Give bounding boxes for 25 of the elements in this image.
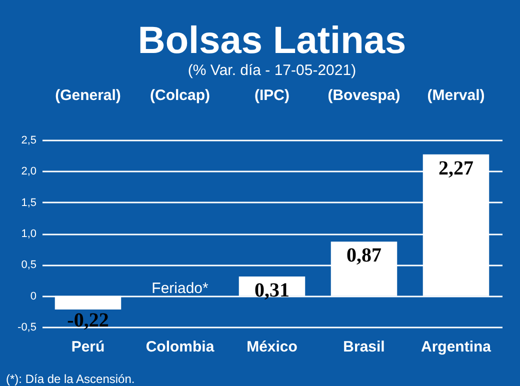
text: (Merval) (427, 87, 485, 104)
chart-subtitle: (% Var. día - 17-05-2021) (188, 62, 356, 79)
y-tick-label: 1,5 (21, 196, 36, 209)
y-tick-label: 2,0 (21, 166, 36, 178)
y-tick-label: 0,5 (21, 259, 36, 272)
text: (Colcap) (150, 87, 210, 104)
annotation: Feriado* (152, 280, 209, 297)
y-tick-label: 0 (30, 290, 36, 302)
x-tick-label: Perú (71, 338, 105, 356)
text: (*): Día de la Ascensión. (6, 372, 135, 386)
chart-title: Bolsas Latinas (138, 20, 406, 62)
x-tick-label: Brasil (343, 338, 385, 356)
text: (Bovespa) (328, 87, 400, 104)
data-label: 0,87 (346, 244, 382, 267)
text: (IPC) (254, 87, 290, 104)
y-tick-label: 2,5 (21, 134, 36, 146)
x-tick-label: Colombia (146, 338, 215, 356)
data-label: -0,22 (67, 310, 109, 332)
y-tick-label: 1,0 (21, 228, 36, 240)
data-label: 0,31 (254, 280, 290, 302)
y-tick-label: -0,5 (18, 322, 36, 334)
data-label: 2,27 (438, 157, 474, 180)
x-tick-label: Argentina (420, 338, 492, 356)
x-tick-label: México (246, 338, 298, 356)
text: (General) (55, 87, 121, 104)
